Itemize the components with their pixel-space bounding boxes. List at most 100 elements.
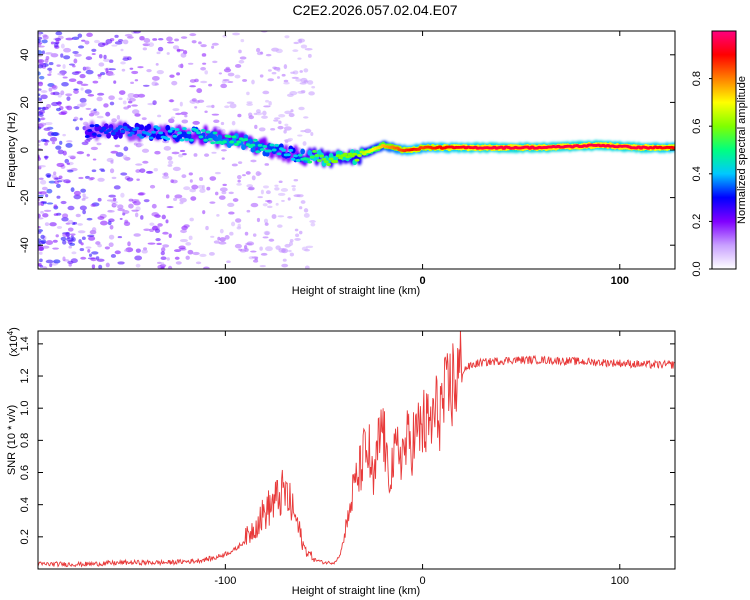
noise-blob: [43, 209, 52, 212]
noise-blob: [97, 42, 106, 48]
noise-blob: [53, 213, 59, 216]
noise-blob: [271, 71, 277, 75]
ridge-blob: [181, 127, 187, 131]
ridge-blob: [96, 134, 102, 138]
noise-blob: [289, 241, 293, 246]
noise-blob: [87, 249, 91, 253]
noise-blob: [131, 104, 138, 107]
noise-blob: [44, 155, 48, 160]
noise-blob: [136, 178, 140, 181]
noise-blob: [67, 219, 74, 225]
noise-blob: [111, 118, 118, 123]
noise-blob: [289, 91, 298, 96]
noise-blob: [123, 106, 129, 110]
noise-blob: [216, 213, 220, 217]
noise-blob: [62, 76, 68, 79]
snr-y-axis-label: SNR (10 * v/v): [6, 405, 18, 475]
ridge-blob: [205, 130, 211, 134]
ridge-blob: [250, 143, 256, 147]
noise-blob: [265, 190, 271, 195]
noise-blob: [250, 202, 259, 208]
noise-blob: [180, 111, 188, 116]
noise-blob: [224, 105, 230, 109]
noise-blob: [158, 38, 164, 41]
noise-blob: [69, 242, 76, 246]
noise-blob: [56, 162, 65, 167]
noise-blob: [117, 261, 125, 265]
noise-blob: [40, 210, 44, 214]
snr-plot-clip: [38, 331, 675, 568]
noise-blob: [179, 101, 183, 107]
noise-blob: [38, 194, 44, 197]
noise-blob: [52, 247, 59, 250]
noise-blob: [275, 245, 281, 250]
noise-blob: [71, 251, 77, 255]
noise-blob: [51, 141, 56, 145]
noise-blob: [246, 241, 255, 246]
ridge-blob: [335, 154, 341, 158]
ridge-blob: [316, 159, 322, 163]
noise-blob: [209, 201, 216, 204]
noise-blob: [257, 172, 262, 176]
noise-blob: [48, 62, 54, 66]
noise-blob: [122, 57, 130, 61]
ridge-blob: [151, 132, 156, 139]
snr-y-tick-label: 1.4: [19, 336, 31, 351]
noise-blob: [166, 41, 175, 44]
spectrogram-x-tick-label: -100: [214, 275, 236, 287]
noise-blob: [204, 70, 208, 75]
noise-blob: [68, 78, 77, 83]
ridge-blob: [281, 148, 287, 152]
noise-blob: [42, 245, 50, 249]
ridge-blob: [170, 127, 175, 131]
noise-blob: [133, 142, 138, 146]
noise-blob: [151, 203, 157, 209]
noise-blob: [227, 72, 235, 77]
noise-blob: [239, 56, 247, 60]
noise-blob: [292, 70, 299, 75]
noise-blob: [199, 188, 206, 193]
noise-blob: [128, 198, 134, 202]
noise-blob: [178, 245, 186, 250]
noise-blob: [39, 258, 43, 263]
noise-blob: [224, 235, 230, 240]
noise-blob: [189, 179, 193, 183]
noise-blob: [168, 233, 172, 239]
colorbar-gradient-bar: [712, 31, 736, 269]
noise-blob: [187, 62, 194, 65]
noise-blob: [189, 79, 196, 83]
noise-blob: [244, 247, 249, 253]
noise-blob: [41, 50, 45, 55]
ridge-blob: [193, 128, 199, 132]
noise-blob: [55, 31, 63, 36]
noise-blob: [262, 203, 268, 207]
noise-blob: [152, 38, 158, 41]
noise-blob: [82, 193, 86, 198]
noise-blob: [291, 185, 296, 188]
noise-blob: [230, 221, 236, 227]
noise-blob: [165, 194, 170, 199]
noise-blob: [60, 43, 65, 49]
ridge-blob: [217, 134, 223, 141]
noise-blob: [160, 256, 167, 261]
noise-blob: [44, 140, 50, 143]
noise-blob: [62, 240, 67, 245]
noise-blob: [38, 262, 42, 267]
noise-blob: [108, 242, 114, 248]
noise-blob: [238, 248, 243, 251]
noise-blob: [174, 249, 182, 253]
noise-blob: [175, 261, 182, 265]
noise-blob: [88, 113, 95, 117]
noise-blob: [181, 119, 189, 124]
noise-blob: [280, 187, 289, 192]
noise-blob: [84, 89, 92, 94]
noise-blob: [97, 197, 102, 202]
noise-blob: [237, 179, 241, 183]
ridge-blob: [127, 133, 133, 137]
noise-blob: [73, 190, 81, 196]
ridge-blob: [125, 128, 130, 132]
noise-blob: [227, 81, 234, 84]
noise-blob: [229, 231, 234, 236]
noise-blob: [146, 68, 152, 73]
noise-blob: [300, 200, 306, 204]
